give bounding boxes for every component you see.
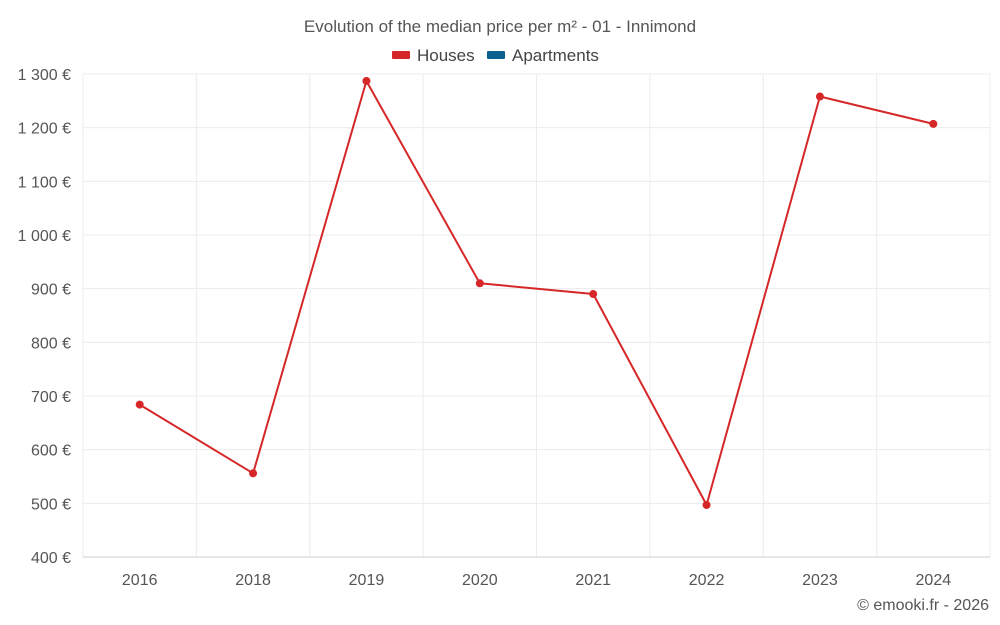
plot-area [135, 76, 938, 509]
x-tick-label: 2019 [349, 572, 385, 589]
x-tick-label: 2016 [122, 572, 158, 589]
y-tick-label: 500 € [31, 496, 71, 513]
y-tick-label: 700 € [31, 389, 71, 406]
legend-item-apartments[interactable]: Apartments [487, 46, 599, 65]
data-point-houses [249, 469, 258, 478]
data-point-houses [362, 76, 371, 85]
y-tick-label: 1 100 € [18, 174, 71, 191]
data-point-houses [475, 279, 484, 288]
y-tick-label: 1 000 € [18, 228, 71, 245]
y-tick-label: 600 € [31, 443, 71, 460]
legend-swatch-houses [392, 51, 410, 59]
y-tick-label: 900 € [31, 282, 71, 299]
x-tick-label: 2018 [235, 572, 271, 589]
y-tick-label: 1 200 € [18, 121, 71, 138]
legend-item-houses[interactable]: Houses [392, 46, 475, 65]
legend-label-apartments: Apartments [512, 46, 599, 65]
x-tick-label: 2020 [462, 572, 498, 589]
data-point-houses [929, 119, 938, 128]
legend: Houses Apartments [392, 46, 599, 65]
grid [82, 73, 991, 557]
credit-text: © emooki.fr - 2026 [857, 597, 989, 614]
axes: 400 € 500 € 600 € 700 € 800 € 900 € 1 000 € 1 1… [18, 67, 990, 589]
x-tick-label: 2022 [689, 572, 725, 589]
series-line-houses [139, 80, 934, 506]
x-tick-label: 2024 [916, 572, 952, 589]
chart-title: Evolution of the median price per m² - 0… [304, 17, 696, 36]
x-tick-label: 2021 [575, 572, 611, 589]
data-point-houses [815, 92, 824, 101]
y-tick-label: 1 300 € [18, 67, 71, 84]
x-tick-label: 2023 [802, 572, 838, 589]
data-point-houses [702, 500, 711, 509]
data-point-houses [589, 290, 598, 299]
data-point-houses [135, 400, 144, 409]
legend-label-houses: Houses [417, 46, 475, 65]
y-tick-label: 400 € [31, 550, 71, 567]
legend-swatch-apartments [487, 51, 505, 59]
y-tick-label: 800 € [31, 335, 71, 352]
